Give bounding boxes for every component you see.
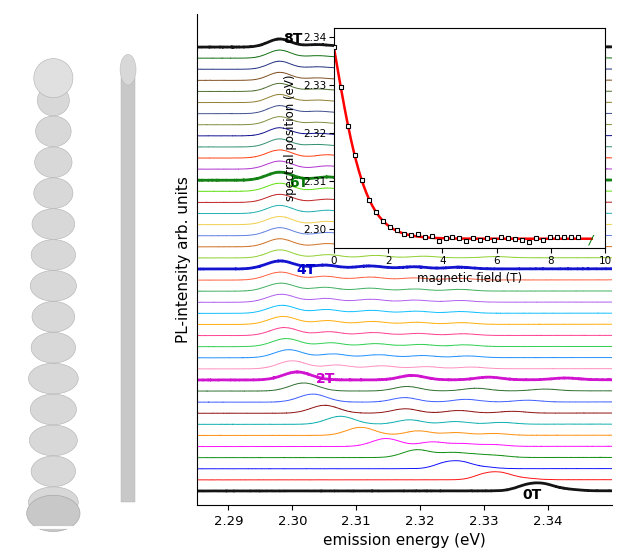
- X-axis label: emission energy (eV): emission energy (eV): [323, 533, 485, 549]
- Text: with: with: [32, 15, 57, 28]
- Text: 0T: 0T: [522, 488, 542, 502]
- Ellipse shape: [31, 333, 76, 363]
- Ellipse shape: [34, 178, 73, 209]
- Ellipse shape: [32, 301, 75, 332]
- Ellipse shape: [36, 116, 71, 147]
- Bar: [121, 78, 135, 502]
- Text: 8T: 8T: [283, 32, 302, 46]
- Text: 4T: 4T: [296, 263, 316, 277]
- Ellipse shape: [37, 85, 69, 116]
- Ellipse shape: [29, 425, 77, 456]
- Y-axis label: PL-intensity arb. units: PL-intensity arb. units: [176, 176, 191, 343]
- Text: 2T: 2T: [316, 372, 336, 386]
- Ellipse shape: [29, 487, 78, 518]
- Ellipse shape: [35, 147, 72, 177]
- Y-axis label: spectral position (eV): spectral position (eV): [285, 75, 298, 201]
- Text: 6T: 6T: [289, 176, 308, 190]
- Text: shell: shell: [31, 37, 58, 50]
- Ellipse shape: [34, 59, 73, 98]
- Text: 200nm: 200nm: [34, 536, 73, 546]
- Ellipse shape: [29, 363, 78, 394]
- Ellipse shape: [32, 209, 75, 239]
- Ellipse shape: [27, 496, 80, 531]
- Ellipse shape: [120, 54, 136, 85]
- Ellipse shape: [31, 239, 76, 270]
- Text: shell: shell: [114, 37, 142, 50]
- Text: without: without: [105, 15, 150, 28]
- Text: /: /: [589, 233, 593, 247]
- Ellipse shape: [30, 271, 77, 301]
- Ellipse shape: [31, 456, 76, 487]
- X-axis label: magnetic field (T): magnetic field (T): [417, 272, 522, 285]
- Ellipse shape: [30, 394, 77, 425]
